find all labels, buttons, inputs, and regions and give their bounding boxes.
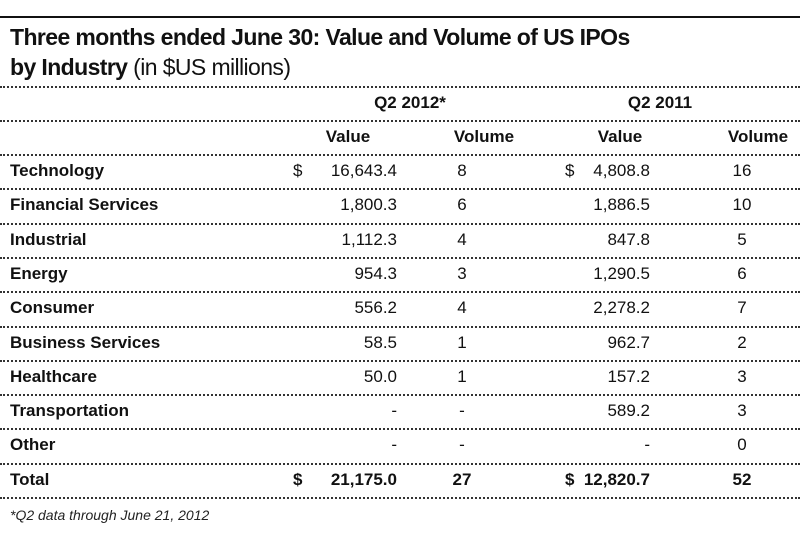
volume-2012-cell: 1 (457, 367, 467, 386)
value-2012-cell: 556.2 (354, 298, 397, 317)
volume-2011-cell: 10 (732, 195, 752, 214)
row-divider (0, 257, 800, 259)
top-rule (0, 16, 800, 18)
value-2012-cell: 16,643.4 (330, 161, 397, 180)
volume-2011-cell: 52 (732, 470, 752, 489)
volume-2011-cell: 3 (737, 367, 747, 386)
col-header-volume-2012: Volume (453, 127, 515, 146)
row-divider (0, 223, 800, 225)
row-divider (0, 463, 800, 465)
value-2011-cell: 1,290.5 (593, 264, 650, 283)
volume-2011-cell: 5 (737, 230, 747, 249)
row-divider (0, 360, 800, 362)
row-label-industry: Industrial (10, 230, 87, 249)
value-2011-cell: 1,886.5 (593, 195, 650, 214)
value-2012-cell: 954.3 (354, 264, 397, 283)
volume-2011-cell: 3 (737, 401, 747, 420)
value-2011-cell: 157.2 (607, 367, 650, 386)
row-label-industry: Healthcare (10, 367, 97, 386)
footnote: *Q2 data through June 21, 2012 (10, 507, 210, 523)
volume-2012-cell: 4 (457, 298, 467, 317)
value-2012-cell: 50.0 (363, 367, 397, 386)
volume-2011-cell: 0 (737, 435, 747, 454)
row-label-industry: Transportation (10, 401, 130, 420)
col-header-value-2011: Value (597, 127, 643, 146)
col-header-volume-2011: Volume (727, 127, 789, 146)
title-line-2: by Industry (10, 54, 128, 80)
row-divider (0, 326, 800, 328)
divider (0, 120, 800, 122)
volume-2011-cell: 16 (732, 161, 752, 180)
row-divider (0, 291, 800, 293)
row-label-industry: Technology (10, 161, 105, 180)
value-2012-cell: 1,800.3 (340, 195, 397, 214)
volume-2012-cell: 6 (457, 195, 467, 214)
row-divider (0, 394, 800, 396)
currency-symbol: $ (293, 470, 303, 489)
value-2012-cell: - (391, 401, 397, 420)
row-label-industry: Consumer (10, 298, 95, 317)
value-2012-cell: 1,112.3 (341, 230, 397, 249)
volume-2011-cell: 6 (737, 264, 747, 283)
value-2011-cell: 962.7 (607, 333, 650, 352)
volume-2012-cell: 8 (457, 161, 467, 180)
volume-2011-cell: 2 (737, 333, 747, 352)
row-label-industry: Financial Services (10, 195, 159, 214)
title-line-1: Three months ended June 30: Value and Vo… (10, 24, 630, 50)
volume-2012-cell: - (459, 401, 465, 420)
value-2011-cell: 847.8 (607, 230, 650, 249)
value-2011-cell: - (644, 435, 650, 454)
row-divider (0, 188, 800, 190)
col-header-value-2012: Value (325, 127, 371, 146)
row-label-industry: Other (10, 435, 56, 454)
volume-2012-cell: - (459, 435, 465, 454)
divider (0, 154, 800, 156)
row-label-industry: Energy (10, 264, 68, 283)
currency-symbol: $ (293, 161, 303, 180)
value-2012-cell: 21,175.0 (330, 470, 397, 489)
currency-symbol: $ (565, 470, 575, 489)
value-2012-cell: - (391, 435, 397, 454)
currency-symbol: $ (565, 161, 575, 180)
row-label-industry: Business Services (10, 333, 161, 352)
row-label-industry: Total (10, 470, 50, 489)
volume-2012-cell: 1 (457, 333, 467, 352)
value-2011-cell: 4,808.8 (593, 161, 650, 180)
volume-2011-cell: 7 (737, 298, 747, 317)
period-header-q2-2012: Q2 2012* (374, 93, 446, 112)
period-header-q2-2011: Q2 2011 (627, 93, 693, 112)
value-2011-cell: 589.2 (607, 401, 650, 420)
table-title: Three months ended June 30: Value and Vo… (10, 22, 630, 82)
volume-2012-cell: 3 (457, 264, 467, 283)
divider (0, 86, 800, 88)
value-2011-cell: 12,820.7 (583, 470, 650, 489)
title-unit: (in $US millions) (133, 54, 291, 80)
value-2011-cell: 2,278.2 (593, 298, 650, 317)
row-divider (0, 428, 800, 430)
volume-2012-cell: 4 (457, 230, 467, 249)
row-divider (0, 497, 800, 499)
value-2012-cell: 58.5 (363, 333, 397, 352)
volume-2012-cell: 27 (452, 470, 472, 489)
